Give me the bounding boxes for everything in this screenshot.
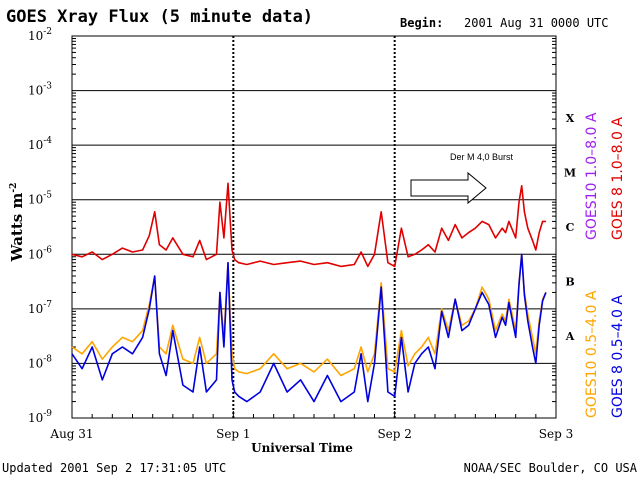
series-line: [71, 253, 547, 403]
y-tick-label: 10-9: [28, 409, 52, 425]
flare-class-X: X: [566, 112, 575, 125]
y-axis-label: Watts m-2: [8, 183, 26, 263]
y-tick-label: 10-6: [28, 245, 52, 261]
x-tick-label: Aug 31: [49, 427, 93, 441]
flare-class-M: M: [564, 166, 576, 179]
legend-entry: GOES10 1.0–8.0 A: [584, 112, 600, 240]
legend: GOES10 1.0–8.0 A GOES 8 1.0–8.0 A GOES10 0…: [584, 112, 626, 418]
burst-annotation: Der M 4,0 Burst: [450, 152, 514, 162]
x-tick-label: Sep 2: [377, 427, 411, 441]
y-tick-label: 10-2: [28, 27, 52, 43]
chart-title: GOES Xray Flux (5 minute data): [6, 7, 313, 27]
begin-label: Begin:: [400, 16, 443, 30]
y-tick-label: 10-3: [28, 82, 52, 98]
plot-area: 10-9 10-8 10-7 10-6 10-5 10-4 10-3 10-2 Aug 31 Se…: [28, 27, 576, 441]
x-axis-label: Universal Time: [251, 441, 353, 455]
flare-class-B: B: [565, 276, 574, 289]
series-line: [71, 182, 546, 268]
updated-label: Updated: [2, 461, 53, 475]
source-credit: NOAA/SEC Boulder, CO USA: [464, 461, 638, 475]
y-tick-label: 10-4: [28, 136, 52, 152]
legend-entry: GOES 8 0.5–4.0 A: [610, 295, 626, 418]
plot-frame: [71, 35, 557, 419]
begin-value: 2001 Aug 31 0000 UTC: [464, 16, 609, 30]
flare-class-C: C: [566, 221, 575, 234]
x-tick-label: Sep 3: [539, 427, 573, 441]
y-tick-label: 10-8: [28, 354, 52, 370]
burst-arrow: [410, 171, 487, 205]
y-tick-label: 10-7: [28, 300, 52, 316]
series-line: [71, 253, 547, 377]
x-tick-label: Sep 1: [216, 427, 250, 441]
legend-entry: GOES10 0.5–4.0 A: [584, 290, 600, 418]
updated-value: 2001 Sep 2 17:31:05 UTC: [60, 461, 226, 475]
legend-entry: GOES 8 1.0–8.0 A: [610, 117, 626, 240]
flare-class-A: A: [565, 330, 575, 343]
y-tick-label: 10-5: [28, 191, 52, 207]
